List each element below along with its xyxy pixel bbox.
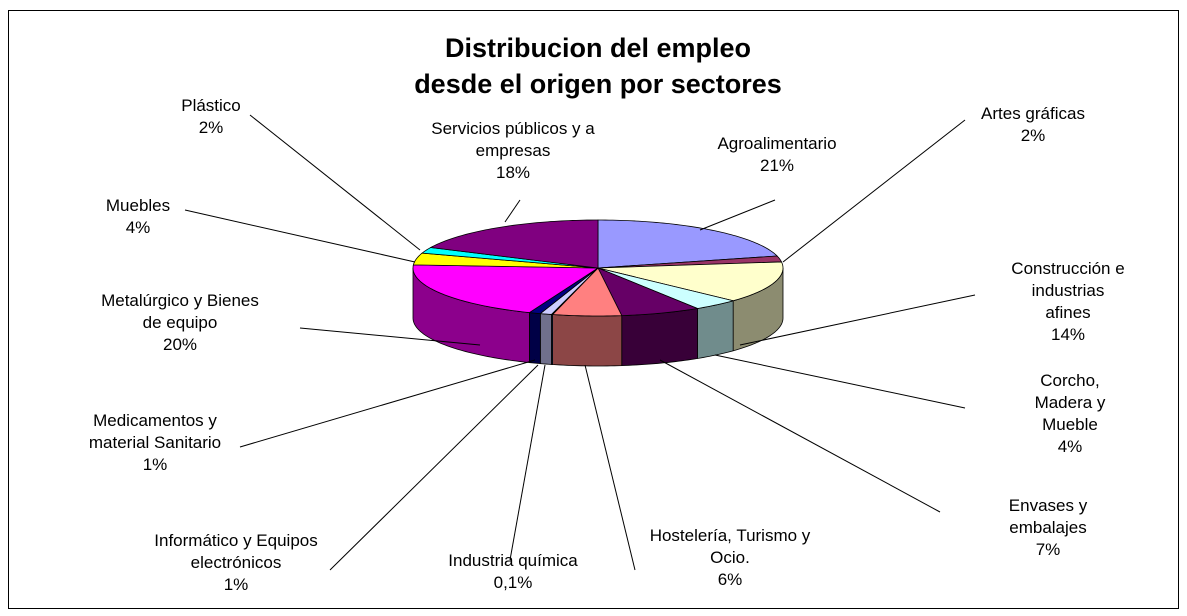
leader-line: [509, 364, 546, 561]
value-label: 6%: [717, 570, 743, 589]
category-label: Medicamentos y material Sanitario: [88, 411, 222, 452]
slice: [412, 264, 600, 313]
slice-label: Envases y embalajes 7%: [979, 495, 1118, 561]
category-label: Envases y embalajes: [1008, 496, 1088, 537]
value-label: 14%: [1050, 325, 1086, 344]
value-label: 2%: [198, 118, 224, 137]
category-label: Artes gráficas: [981, 104, 1085, 123]
slice-label: Corcho, Madera y Mueble 4%: [1012, 370, 1129, 458]
value-label: 18%: [495, 163, 531, 182]
value-label: 4%: [125, 218, 151, 237]
slice-side: [552, 314, 623, 367]
slice-label: Medicamentos y material Sanitario 1%: [89, 410, 221, 476]
value-label: 1%: [223, 575, 249, 594]
slice-side: [697, 300, 734, 359]
chart-title: Distribucion del empleo desde el origen …: [414, 33, 782, 99]
slice: [551, 267, 623, 317]
slice-label: Artes gráficas 2%: [981, 103, 1085, 147]
slice-side: [539, 313, 552, 365]
leader-line: [659, 359, 941, 513]
leader-line: [739, 294, 976, 346]
leader-line: [184, 209, 416, 263]
value-label: 21%: [759, 156, 795, 175]
category-label: Industria química: [448, 551, 578, 570]
value-label: 1%: [142, 455, 168, 474]
slice: [429, 219, 599, 269]
slice: [597, 267, 699, 317]
slice-label: Plástico 2%: [181, 95, 241, 139]
category-label: Plástico: [181, 96, 241, 115]
leader-line: [699, 199, 776, 231]
leader-line: [329, 364, 539, 571]
leader-line: [239, 359, 536, 448]
slice-label: Informático y Equipos electrónicos 1%: [154, 530, 317, 596]
slice-label: Servicios públicos y a empresas 18%: [431, 118, 594, 184]
category-label: Muebles: [105, 196, 171, 215]
category-label: Servicios públicos y a empresas: [431, 119, 595, 160]
leader-line: [782, 119, 966, 263]
slice-label: Muebles 4%: [106, 195, 170, 239]
slice-side: [529, 312, 541, 365]
category-label: Construcción e industrias afines: [1011, 259, 1125, 322]
value-label: 2%: [1020, 126, 1046, 145]
category-label: Informático y Equipos electrónicos: [154, 531, 318, 572]
leader-line: [504, 199, 521, 223]
category-label: Corcho, Madera y Mueble: [1034, 371, 1106, 434]
slice: [597, 255, 783, 269]
value-label: 20%: [162, 335, 198, 354]
slice-label: Hostelería, Turismo y Ocio. 6%: [650, 525, 811, 591]
leader-line: [249, 114, 421, 251]
value-label: 7%: [1035, 540, 1061, 559]
slice: [597, 219, 779, 269]
slice: [597, 267, 734, 309]
slice: [597, 261, 784, 302]
leader-line: [714, 354, 966, 409]
category-label: Agroalimentario: [717, 134, 837, 153]
frame: [8, 10, 1179, 609]
slice-label: Industria química 0,1%: [448, 550, 577, 594]
leader-line: [299, 327, 481, 346]
category-label: Metalúrgico y Bienes de equipo: [101, 291, 259, 332]
category-label: Hostelería, Turismo y Ocio.: [649, 526, 811, 567]
slice-side: [621, 307, 698, 367]
leader-line: [584, 364, 636, 571]
slice-label: Construcción e industrias afines 14%: [1009, 258, 1128, 346]
slice-label: Agroalimentario 21%: [717, 133, 836, 177]
slice-label: Metalúrgico y Bienes de equipo 20%: [101, 290, 259, 356]
value-label: 4%: [1057, 437, 1083, 456]
value-label: 0,1%: [493, 573, 533, 592]
